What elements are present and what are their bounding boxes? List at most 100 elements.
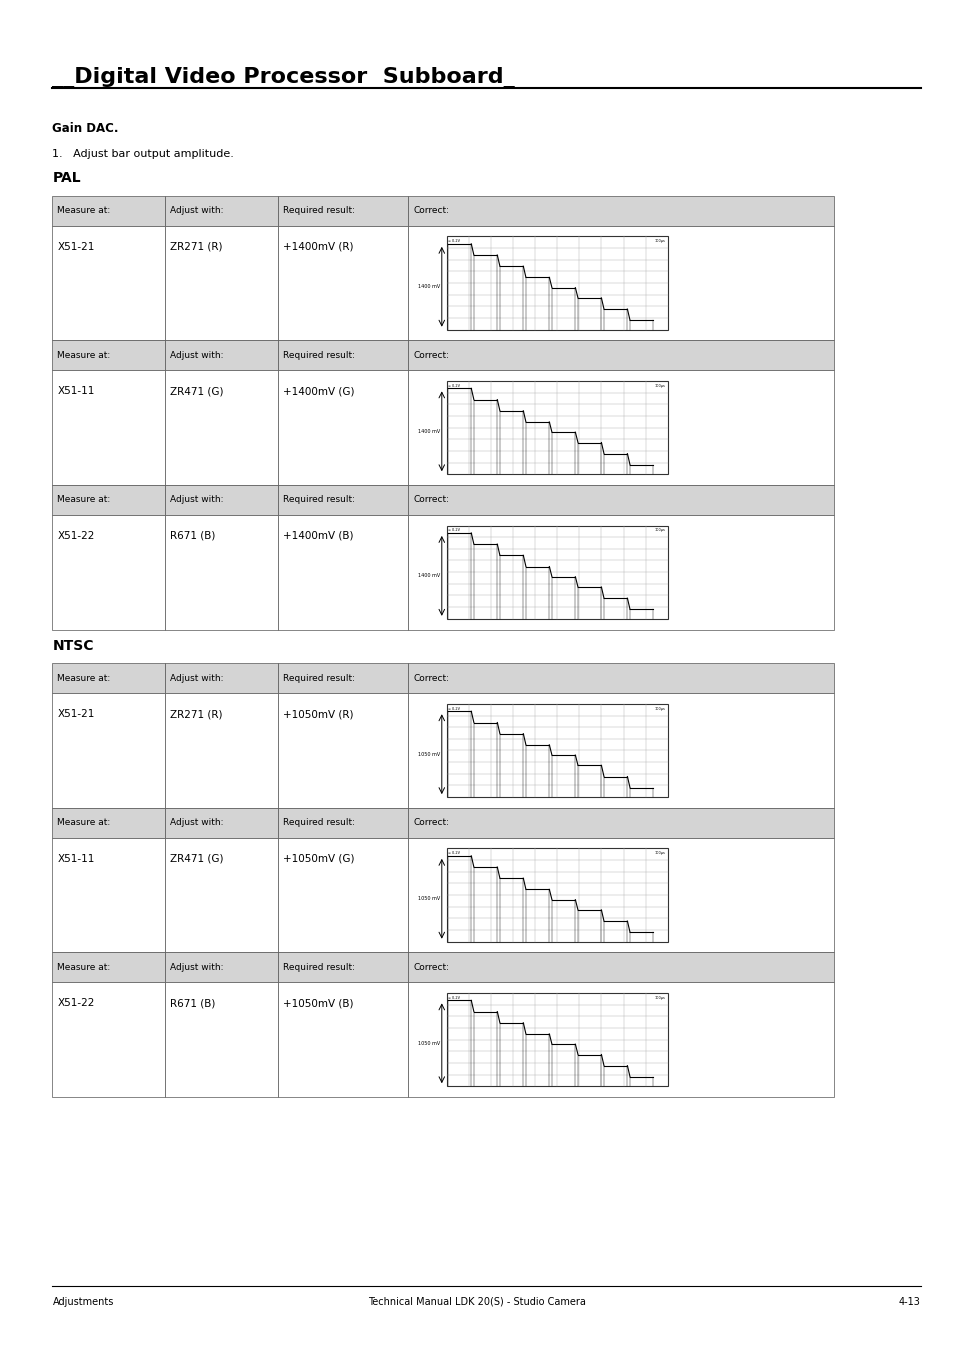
Bar: [52, 693, 165, 808]
Text: Measure at:: Measure at:: [57, 207, 111, 215]
Text: Adjust with:: Adjust with:: [170, 496, 223, 504]
Bar: [52, 370, 165, 485]
Text: Adjust with:: Adjust with:: [170, 963, 223, 971]
Text: __Digital Video Processor  Subboard_: __Digital Video Processor Subboard_: [52, 66, 515, 88]
Bar: [408, 982, 833, 1097]
Bar: [52, 838, 165, 952]
Bar: [165, 485, 278, 515]
Text: Required result:: Required result:: [283, 351, 355, 359]
Text: 1050 mV: 1050 mV: [417, 751, 439, 757]
Text: Measure at:: Measure at:: [57, 496, 111, 504]
Bar: [165, 370, 278, 485]
Text: Required result:: Required result:: [283, 963, 355, 971]
Text: 1050 mV: 1050 mV: [417, 1040, 439, 1046]
Bar: [278, 838, 408, 952]
Bar: [52, 196, 165, 226]
Bar: [278, 982, 408, 1097]
Text: 100μs: 100μs: [655, 528, 665, 532]
Text: Correct:: Correct:: [413, 207, 449, 215]
Text: 1050 mV: 1050 mV: [417, 896, 439, 901]
Text: X51-11: X51-11: [57, 854, 94, 863]
Bar: [278, 370, 408, 485]
Text: Correct:: Correct:: [413, 351, 449, 359]
Text: X51-22: X51-22: [57, 531, 94, 540]
Text: Correct:: Correct:: [413, 819, 449, 827]
Bar: [278, 485, 408, 515]
Text: ≈ 0.2V: ≈ 0.2V: [448, 384, 460, 388]
Text: X51-22: X51-22: [57, 998, 94, 1008]
Text: 100μs: 100μs: [655, 851, 665, 855]
Bar: [165, 340, 278, 370]
Text: ZR271 (R): ZR271 (R): [170, 709, 222, 719]
Text: 1400 mV: 1400 mV: [417, 284, 439, 289]
Text: NTSC: NTSC: [52, 639, 94, 653]
Bar: [408, 515, 833, 630]
Text: R671 (B): R671 (B): [170, 531, 215, 540]
Bar: [408, 808, 833, 838]
Bar: [408, 226, 833, 340]
Bar: [278, 952, 408, 982]
Text: 4-13: 4-13: [898, 1297, 920, 1306]
Bar: [165, 693, 278, 808]
Text: +1050mV (G): +1050mV (G): [283, 854, 355, 863]
Text: Measure at:: Measure at:: [57, 351, 111, 359]
Bar: [446, 993, 667, 1086]
Text: ≈ 0.2V: ≈ 0.2V: [448, 851, 460, 855]
Bar: [165, 663, 278, 693]
Text: Measure at:: Measure at:: [57, 963, 111, 971]
Text: Correct:: Correct:: [413, 496, 449, 504]
Text: Required result:: Required result:: [283, 207, 355, 215]
Bar: [446, 526, 667, 619]
Bar: [278, 663, 408, 693]
Text: Required result:: Required result:: [283, 819, 355, 827]
Bar: [165, 226, 278, 340]
Text: 1400 mV: 1400 mV: [417, 428, 439, 434]
Bar: [52, 663, 165, 693]
Text: ZR471 (G): ZR471 (G): [170, 854, 223, 863]
Text: ≈ 0.2V: ≈ 0.2V: [448, 528, 460, 532]
Text: X51-11: X51-11: [57, 386, 94, 396]
Bar: [52, 515, 165, 630]
Text: Required result:: Required result:: [283, 496, 355, 504]
Text: +1400mV (R): +1400mV (R): [283, 242, 353, 251]
Bar: [165, 515, 278, 630]
Bar: [408, 340, 833, 370]
Bar: [278, 340, 408, 370]
Text: Adjust with:: Adjust with:: [170, 819, 223, 827]
Bar: [278, 808, 408, 838]
Text: PAL: PAL: [52, 172, 81, 185]
Bar: [278, 515, 408, 630]
Bar: [52, 485, 165, 515]
Bar: [278, 693, 408, 808]
Bar: [446, 236, 667, 330]
Text: 100μs: 100μs: [655, 239, 665, 243]
Text: Correct:: Correct:: [413, 963, 449, 971]
Text: R671 (B): R671 (B): [170, 998, 215, 1008]
Text: 1.   Adjust bar output amplitude.: 1. Adjust bar output amplitude.: [52, 150, 234, 159]
Bar: [165, 982, 278, 1097]
Text: ≈ 0.2V: ≈ 0.2V: [448, 239, 460, 243]
Bar: [408, 196, 833, 226]
Bar: [165, 952, 278, 982]
Text: ZR471 (G): ZR471 (G): [170, 386, 223, 396]
Bar: [408, 370, 833, 485]
Bar: [446, 704, 667, 797]
Text: ≈ 0.2V: ≈ 0.2V: [448, 707, 460, 711]
Text: X51-21: X51-21: [57, 242, 94, 251]
Bar: [278, 196, 408, 226]
Bar: [446, 848, 667, 942]
Bar: [165, 808, 278, 838]
Bar: [52, 808, 165, 838]
Text: 100μs: 100μs: [655, 707, 665, 711]
Bar: [52, 226, 165, 340]
Text: Adjust with:: Adjust with:: [170, 674, 223, 682]
Text: 1400 mV: 1400 mV: [417, 573, 439, 578]
Bar: [52, 340, 165, 370]
Bar: [446, 381, 667, 474]
Text: +1050mV (B): +1050mV (B): [283, 998, 353, 1008]
Bar: [408, 693, 833, 808]
Bar: [408, 838, 833, 952]
Text: Measure at:: Measure at:: [57, 674, 111, 682]
Bar: [165, 838, 278, 952]
Bar: [278, 226, 408, 340]
